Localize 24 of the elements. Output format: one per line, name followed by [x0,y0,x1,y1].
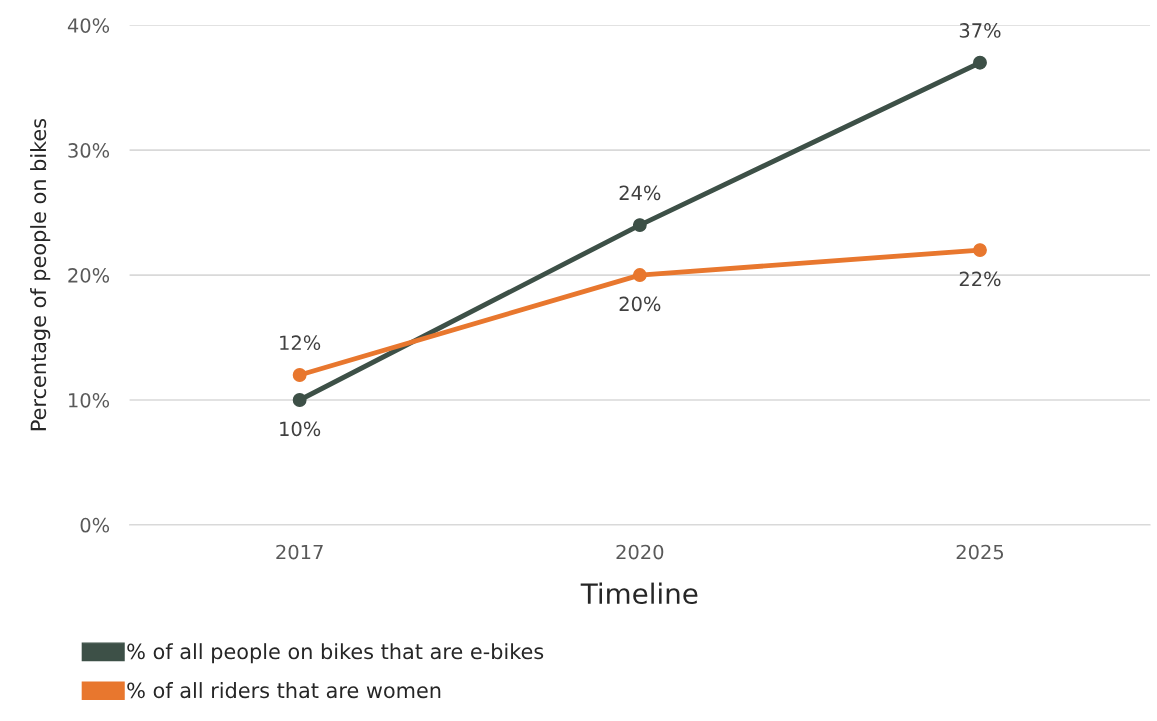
x-tick-label: 2025 [956,544,1004,560]
y-tick-label: 0% [80,517,110,533]
y-tick-label: 40% [67,18,110,33]
data-label: 37% [959,23,1001,38]
point [973,55,987,70]
data-label: 24% [619,185,661,201]
y-tick-label: 20% [68,268,110,283]
data-label: 22% [959,271,1001,287]
data-label: 10% [280,421,321,437]
x-axis-title: Timeline [580,582,698,605]
data-label: 12% [280,335,321,351]
legend-label: % of all people on bikes that are e-bikes [127,643,544,664]
legend-label: % of all riders that are women [127,682,441,699]
point [632,268,647,283]
data-label: 20% [619,296,661,312]
y-tick-label: 10% [69,392,110,408]
point [973,243,987,258]
point [292,393,307,407]
point [292,368,307,382]
y-tick-label: 30% [68,143,110,158]
x-tick-label: 2017 [276,544,323,560]
point [632,218,647,233]
x-tick-label: 2020 [616,544,664,560]
y-axis-title: Percentage of people on bikes [30,118,51,431]
